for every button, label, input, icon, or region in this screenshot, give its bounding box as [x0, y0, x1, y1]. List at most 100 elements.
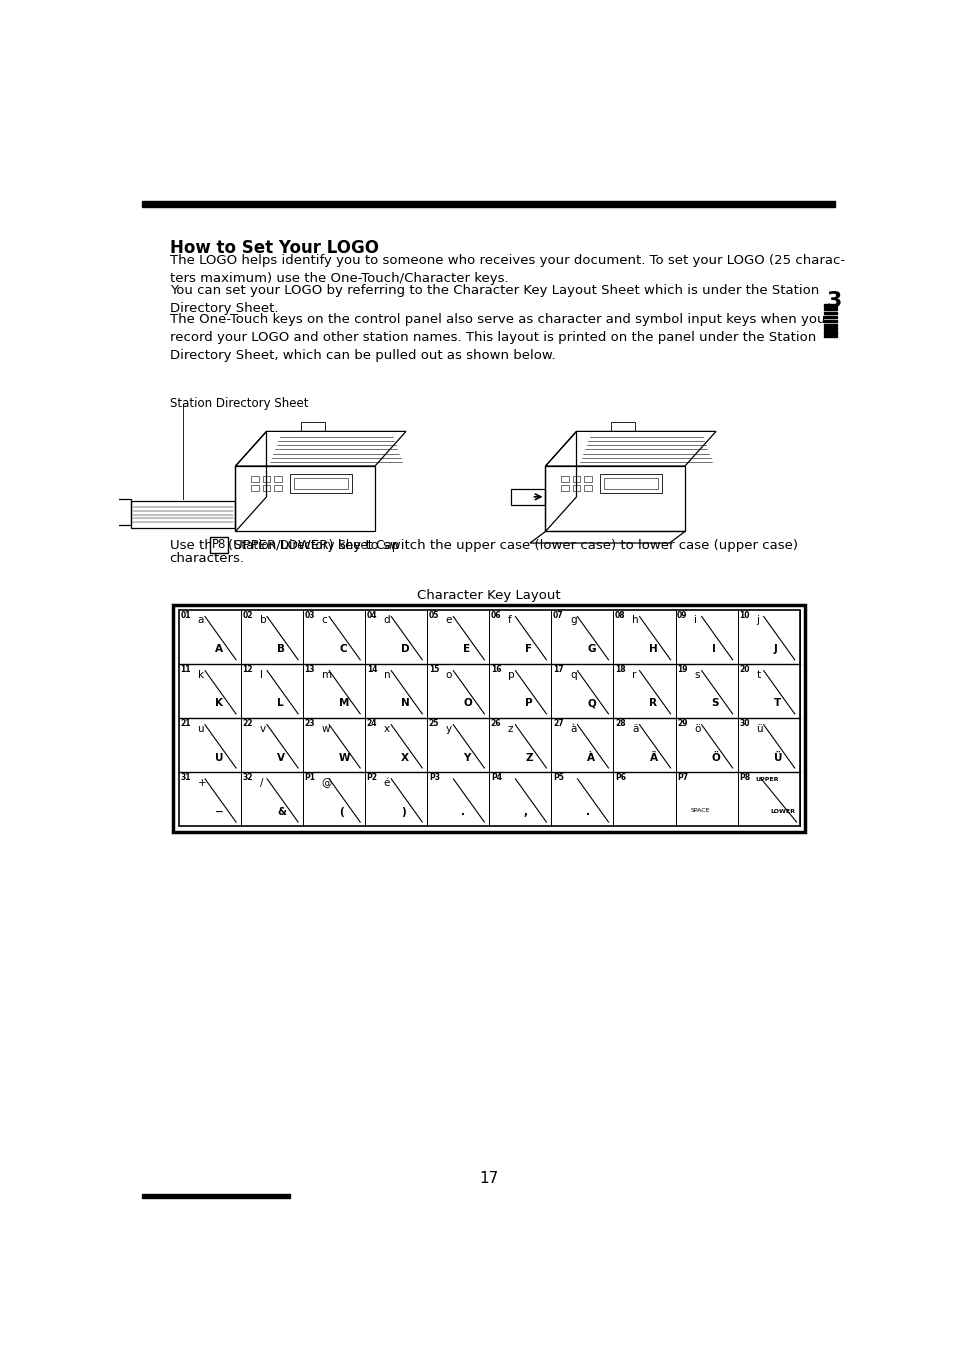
Bar — [823, 335, 836, 337]
Text: W: W — [338, 753, 350, 762]
Text: i: i — [694, 615, 697, 626]
Text: (UPPER/LOWER) key to switch the upper case (lower case) to lower case (upper cas: (UPPER/LOWER) key to switch the upper ca… — [228, 540, 797, 552]
Text: 16: 16 — [491, 665, 501, 674]
Bar — [611, 422, 634, 432]
Text: The LOGO helps identify you to someone who receives your document. To set your L: The LOGO helps identify you to someone w… — [170, 254, 843, 285]
Bar — [599, 473, 661, 492]
Text: ,: , — [523, 807, 527, 816]
Bar — [251, 486, 258, 491]
Text: E: E — [463, 645, 470, 654]
Text: 25: 25 — [428, 719, 438, 728]
Text: n: n — [383, 669, 390, 680]
Text: S: S — [711, 699, 719, 708]
Text: l: l — [259, 669, 262, 680]
Text: G: G — [587, 645, 596, 654]
Text: P3: P3 — [428, 773, 439, 782]
Bar — [274, 476, 282, 482]
Text: p: p — [507, 669, 514, 680]
Text: s: s — [694, 669, 699, 680]
Bar — [823, 316, 836, 318]
Text: 14: 14 — [366, 665, 376, 674]
Text: How to Set Your LOGO: How to Set Your LOGO — [170, 239, 378, 256]
Text: 17: 17 — [553, 665, 563, 674]
Text: @: @ — [321, 778, 332, 788]
Text: LOWER: LOWER — [769, 809, 794, 815]
Text: 15: 15 — [428, 665, 438, 674]
Text: 30: 30 — [739, 719, 749, 728]
Text: P4: P4 — [491, 773, 501, 782]
Text: 18: 18 — [615, 665, 625, 674]
Text: T: T — [773, 699, 781, 708]
Text: O: O — [463, 699, 472, 708]
Text: (: ( — [338, 807, 343, 816]
Text: N: N — [401, 699, 410, 708]
Text: P6: P6 — [615, 773, 625, 782]
Text: 29: 29 — [677, 719, 687, 728]
Bar — [142, 1194, 290, 1198]
Text: 27: 27 — [553, 719, 563, 728]
Bar — [823, 308, 836, 310]
Bar — [823, 320, 836, 322]
Text: P8: P8 — [739, 773, 749, 782]
Text: Use the: Use the — [170, 540, 225, 552]
Text: .: . — [585, 807, 589, 816]
Text: H: H — [649, 645, 658, 654]
Text: +: + — [197, 778, 206, 788]
Text: 23: 23 — [304, 719, 314, 728]
Text: e: e — [445, 615, 452, 626]
Text: A: A — [214, 645, 223, 654]
Text: f: f — [507, 615, 511, 626]
Bar — [583, 486, 592, 491]
Text: Q: Q — [587, 699, 596, 708]
Text: Character Key Layout: Character Key Layout — [416, 590, 560, 602]
Bar — [823, 324, 836, 326]
Text: x: x — [383, 723, 390, 734]
Text: 3: 3 — [825, 291, 841, 312]
Bar — [572, 486, 579, 491]
Text: P2: P2 — [366, 773, 377, 782]
Text: h: h — [632, 615, 639, 626]
Text: j: j — [756, 615, 759, 626]
Text: 11: 11 — [180, 665, 191, 674]
Text: /: / — [259, 778, 263, 788]
Text: B: B — [276, 645, 285, 654]
Text: 01: 01 — [180, 611, 191, 619]
Text: 22: 22 — [242, 719, 253, 728]
Text: K: K — [214, 699, 223, 708]
Text: 08: 08 — [615, 611, 625, 619]
Text: Ö: Ö — [711, 753, 720, 762]
Text: R: R — [649, 699, 657, 708]
Text: L: L — [276, 699, 283, 708]
Text: 19: 19 — [677, 665, 687, 674]
Bar — [560, 486, 568, 491]
Text: F: F — [525, 645, 532, 654]
Text: Ü: Ü — [773, 753, 781, 762]
Text: g: g — [569, 615, 576, 626]
Text: 32: 32 — [242, 773, 253, 782]
Text: X: X — [401, 753, 409, 762]
Text: P: P — [525, 699, 533, 708]
Text: é: é — [383, 778, 390, 788]
Text: −: − — [214, 807, 223, 816]
Text: t: t — [756, 669, 760, 680]
Text: a: a — [197, 615, 204, 626]
Text: ü: ü — [756, 723, 762, 734]
Text: SPACE: SPACE — [690, 808, 710, 813]
Text: .: . — [461, 807, 465, 816]
Text: m: m — [321, 669, 332, 680]
Text: r: r — [632, 669, 636, 680]
Text: Station Directory Sheet: Station Directory Sheet — [170, 397, 308, 410]
Bar — [113, 511, 117, 518]
Bar — [823, 332, 836, 333]
Text: c: c — [321, 615, 327, 626]
Text: 28: 28 — [615, 719, 625, 728]
Text: 06: 06 — [491, 611, 501, 619]
Text: P7: P7 — [677, 773, 687, 782]
Text: U: U — [214, 753, 223, 762]
Text: I: I — [711, 645, 715, 654]
Text: Z: Z — [525, 753, 533, 762]
Text: C: C — [338, 645, 346, 654]
Bar — [603, 478, 658, 490]
Text: v: v — [259, 723, 266, 734]
Text: M: M — [338, 699, 349, 708]
